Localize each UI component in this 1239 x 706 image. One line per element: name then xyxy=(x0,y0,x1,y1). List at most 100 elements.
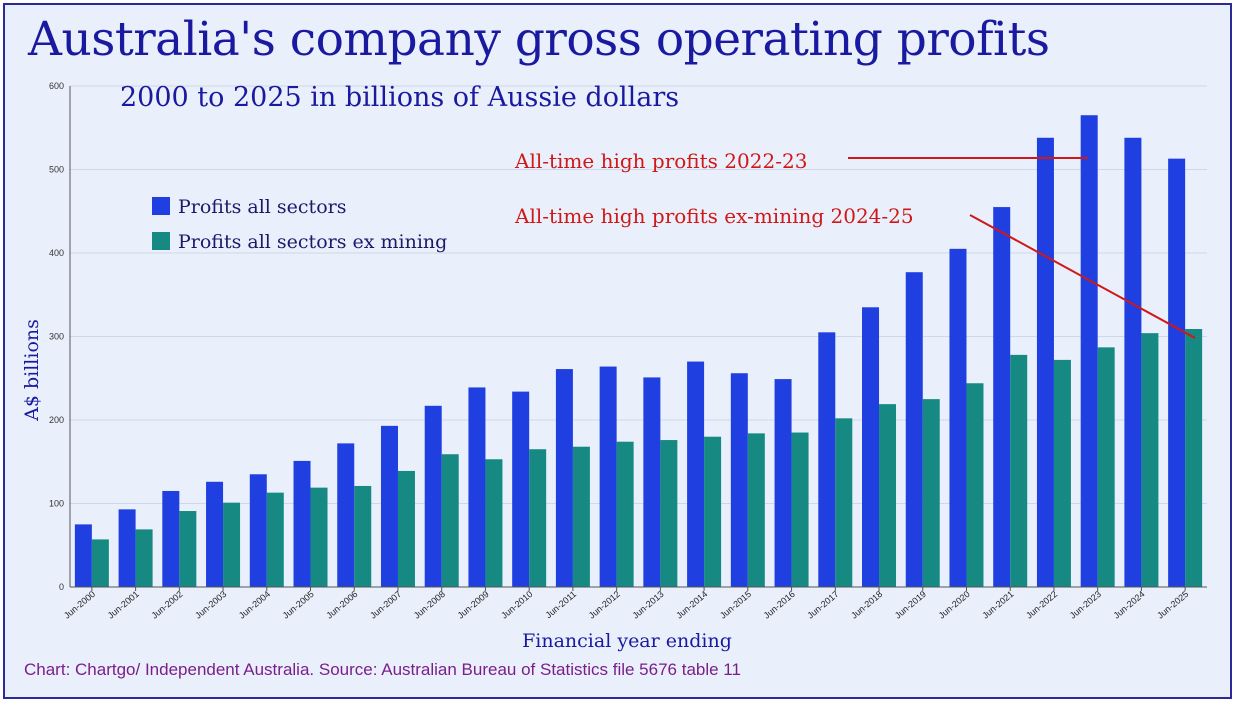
bar-ex-mining-jun-2007 xyxy=(397,470,415,587)
y-tick-label: 500 xyxy=(49,165,64,175)
bar-all-sectors-jun-2007 xyxy=(380,425,398,587)
x-tick-label: Jun-2001 xyxy=(106,589,141,621)
bar-ex-mining-jun-2017 xyxy=(835,418,853,587)
x-tick-labels: Jun-2000 Jun-2001 Jun-2002 Jun-2003 Jun-2004… xyxy=(62,589,1190,621)
x-tick-label: Jun-2020 xyxy=(937,589,972,621)
bar-all-sectors-jun-2022 xyxy=(1036,137,1054,587)
chart-subtitle: 2000 to 2025 in billions of Aussie dolla… xyxy=(120,82,680,113)
bar-all-sectors-jun-2024 xyxy=(1124,137,1142,587)
y-tick-label: 100 xyxy=(49,499,64,509)
bar-all-sectors-jun-2019 xyxy=(905,272,923,587)
bar-all-sectors-jun-2009 xyxy=(468,387,486,587)
bar-all-sectors-jun-2012 xyxy=(599,366,617,587)
x-tick-label: Jun-2017 xyxy=(805,589,840,621)
legend-label-ex-mining: Profits all sectors ex mining xyxy=(178,231,447,253)
bar-ex-mining-jun-2025 xyxy=(1185,328,1203,587)
bar-all-sectors-jun-2017 xyxy=(818,332,836,587)
legend-swatch-ex-mining xyxy=(152,232,170,250)
annotation-high-2022-23: All-time high profits 2022-23 xyxy=(514,149,807,173)
x-tick-label: Jun-2011 xyxy=(544,589,579,620)
bar-all-sectors-jun-2013 xyxy=(643,377,661,587)
bar-ex-mining-jun-2015 xyxy=(747,433,765,587)
bar-ex-mining-jun-2001 xyxy=(135,529,153,587)
x-tick-label: Jun-2018 xyxy=(849,589,884,621)
y-tick-label: 400 xyxy=(49,248,64,258)
bar-ex-mining-jun-2024 xyxy=(1141,333,1159,587)
bar-ex-mining-jun-2023 xyxy=(1097,347,1115,587)
y-tick-label: 0 xyxy=(59,582,64,592)
bar-ex-mining-jun-2004 xyxy=(266,492,284,587)
annotation-high-ex-mining-2024-25: All-time high profits ex-mining 2024-25 xyxy=(514,204,914,228)
bar-ex-mining-jun-2022 xyxy=(1053,359,1071,587)
bar-all-sectors-jun-2000 xyxy=(74,524,92,587)
bar-all-sectors-jun-2023 xyxy=(1080,115,1098,587)
x-axis-label: Financial year ending xyxy=(522,630,732,652)
x-tick-label: Jun-2012 xyxy=(587,589,622,621)
x-tick-label: Jun-2014 xyxy=(674,589,709,621)
bar-all-sectors-jun-2018 xyxy=(862,307,880,587)
legend-label-all: Profits all sectors xyxy=(178,196,346,218)
bar-all-sectors-jun-2006 xyxy=(337,443,355,587)
x-tick-label: Jun-2013 xyxy=(630,589,665,621)
bar-all-sectors-jun-2005 xyxy=(293,460,311,587)
x-tick-label: Jun-2025 xyxy=(1155,589,1190,621)
bar-ex-mining-jun-2018 xyxy=(879,404,897,587)
y-tick-label: 600 xyxy=(49,81,64,91)
bar-all-sectors-jun-2014 xyxy=(687,361,705,587)
x-tick-label: Jun-2023 xyxy=(1068,589,1103,621)
x-tick-label: Jun-2006 xyxy=(324,589,359,621)
x-tick-label: Jun-2007 xyxy=(368,589,403,621)
bar-ex-mining-jun-2019 xyxy=(922,399,940,587)
x-tick-label: Jun-2005 xyxy=(281,589,316,621)
bar-ex-mining-jun-2006 xyxy=(354,485,372,587)
bar-ex-mining-jun-2009 xyxy=(485,459,503,587)
annotation-line-ex-mining-2024-25 xyxy=(969,214,1196,339)
bar-all-sectors-jun-2001 xyxy=(118,509,136,587)
bar-all-sectors-jun-2003 xyxy=(206,481,224,587)
bars xyxy=(74,115,1203,587)
x-tick-label: Jun-2021 xyxy=(980,589,1015,621)
x-tick-label: Jun-2022 xyxy=(1024,589,1059,621)
x-tick-label: Jun-2010 xyxy=(499,589,534,621)
x-tick-label: Jun-2002 xyxy=(149,589,184,621)
y-tick-label: 300 xyxy=(49,332,64,342)
bar-all-sectors-jun-2010 xyxy=(512,391,530,587)
bar-all-sectors-jun-2011 xyxy=(555,369,573,587)
bar-all-sectors-jun-2021 xyxy=(993,207,1011,587)
bar-all-sectors-jun-2004 xyxy=(249,474,267,587)
annotations: All-time high profits 2022-23 All-time h… xyxy=(514,149,1196,339)
bar-ex-mining-jun-2014 xyxy=(704,436,722,587)
x-tick-label: Jun-2024 xyxy=(1112,589,1147,621)
x-tick-label: Jun-2004 xyxy=(237,589,272,621)
x-tick-label: Jun-2016 xyxy=(762,589,797,621)
source-note: Chart: Chartgo/ Independent Australia. S… xyxy=(24,660,741,679)
bar-ex-mining-jun-2021 xyxy=(1010,354,1028,587)
bar-ex-mining-jun-2011 xyxy=(572,446,590,587)
bar-all-sectors-jun-2015 xyxy=(730,373,748,587)
bar-ex-mining-jun-2002 xyxy=(179,511,197,587)
x-tick-label: Jun-2015 xyxy=(718,589,753,621)
x-tick-label: Jun-2000 xyxy=(62,589,97,621)
bar-ex-mining-jun-2008 xyxy=(441,454,459,587)
legend: Profits all sectors Profits all sectors … xyxy=(152,196,447,253)
bar-all-sectors-jun-2008 xyxy=(424,405,442,587)
x-tick-label: Jun-2009 xyxy=(456,589,491,621)
bar-all-sectors-jun-2020 xyxy=(949,248,967,587)
bar-ex-mining-jun-2005 xyxy=(310,487,328,587)
y-tick-labels: 0 100 200 300 400 500 600 xyxy=(49,81,64,592)
axes xyxy=(69,86,1207,591)
bar-ex-mining-jun-2010 xyxy=(529,449,547,587)
x-tick-label: Jun-2019 xyxy=(893,589,928,621)
x-tick-label: Jun-2003 xyxy=(193,589,228,621)
bar-ex-mining-jun-2016 xyxy=(791,432,809,587)
bar-ex-mining-jun-2000 xyxy=(91,539,109,587)
bar-ex-mining-jun-2003 xyxy=(223,502,241,587)
y-axis-label: A$ billions xyxy=(21,319,43,422)
chart-title: Australia's company gross operating prof… xyxy=(28,12,1050,67)
bar-all-sectors-jun-2025 xyxy=(1168,158,1186,587)
legend-swatch-all xyxy=(152,197,170,215)
bar-all-sectors-jun-2002 xyxy=(162,490,180,587)
bar-ex-mining-jun-2013 xyxy=(660,440,678,587)
bar-ex-mining-jun-2012 xyxy=(616,441,634,587)
